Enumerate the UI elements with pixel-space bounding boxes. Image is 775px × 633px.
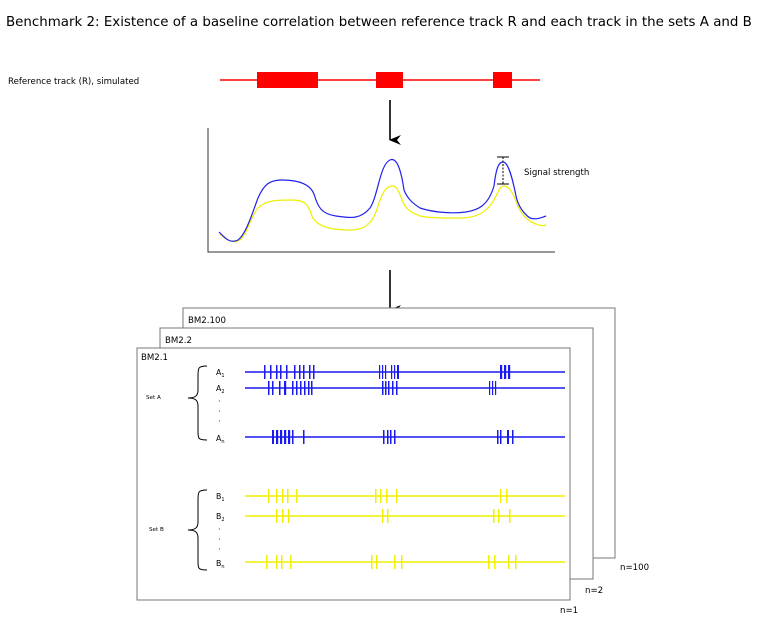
track-a1-marks	[264, 365, 511, 379]
signal-strength-label: Signal strength	[524, 168, 589, 178]
track-bn-label: Bn	[216, 559, 225, 570]
figure-title: Benchmark 2: Existence of a baseline cor…	[6, 15, 752, 30]
track-b2-label: B2	[216, 512, 225, 523]
reference-track-label: Reference track (R), simulated	[8, 77, 139, 87]
track-an	[245, 430, 565, 444]
set-b-brace-icon	[187, 489, 208, 571]
reference-region	[257, 72, 318, 88]
ellipsis-dot: ·	[218, 397, 221, 406]
page-bm2-1-label: BM2.1	[141, 353, 168, 363]
ellipsis-dot: ·	[218, 417, 221, 426]
track-bn	[245, 555, 565, 569]
track-b1-label: B1	[216, 492, 225, 503]
page-bm2-2-label: BM2.2	[165, 336, 192, 346]
page-bm2-2-count: n=2	[585, 586, 603, 596]
track-a2-marks	[268, 381, 497, 395]
track-bn-marks	[266, 555, 517, 569]
page-bm2-100-count: n=100	[620, 563, 649, 573]
reference-region	[376, 72, 403, 88]
reference-track	[220, 72, 540, 88]
track-an-label: An	[216, 434, 225, 445]
set-a-brace-icon	[187, 365, 208, 441]
ellipsis-dot: ·	[218, 407, 221, 416]
page-bm2-1	[136, 347, 571, 601]
track-b2	[245, 509, 565, 523]
plot-axes	[207, 128, 555, 253]
track-b1-marks	[268, 489, 508, 503]
ellipsis-dot: ·	[218, 525, 221, 534]
track-a2	[245, 381, 565, 395]
track-an-marks	[272, 430, 514, 444]
track-a2-label: A2	[216, 384, 225, 395]
track-a1	[245, 365, 565, 379]
set-a-label: Set A	[146, 395, 161, 401]
secondary-signal-curve	[219, 185, 547, 243]
set-b-label: Set B	[149, 527, 164, 533]
signal-plot: Signal strength	[207, 128, 589, 253]
page-bm2-100-label: BM2.100	[188, 316, 226, 326]
ellipsis-dot: ·	[218, 545, 221, 554]
ellipsis-dot: ·	[218, 535, 221, 544]
primary-signal-curve	[218, 158, 547, 242]
track-b2-marks	[276, 509, 511, 523]
page-bm2-1-count: n=1	[560, 606, 578, 616]
reference-region	[493, 72, 512, 88]
track-a1-label: A1	[216, 368, 225, 379]
track-b1	[245, 489, 565, 503]
